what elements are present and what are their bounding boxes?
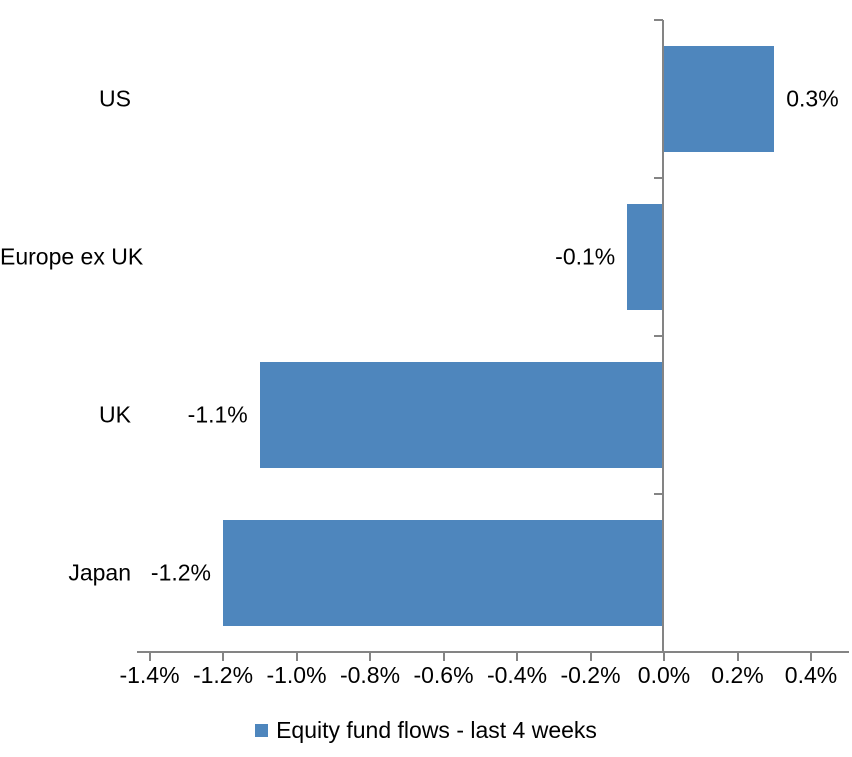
x-tick-label--1-2-: -1.2% xyxy=(192,662,254,688)
value-axis-tick xyxy=(369,651,371,661)
value-axis-tick xyxy=(222,651,224,661)
data-label-uk: -1.1% xyxy=(187,401,248,428)
bar-japan xyxy=(223,520,664,626)
legend-label: Equity fund flows - last 4 weeks xyxy=(276,717,597,743)
bar-europe-ex-uk xyxy=(627,204,664,310)
data-label-europe-ex-uk: -0.1% xyxy=(555,243,616,270)
category-axis-line xyxy=(662,20,664,652)
value-axis-tick xyxy=(516,651,518,661)
category-axis-tick xyxy=(654,177,663,179)
x-tick-label-0-4-: 0.4% xyxy=(784,662,838,688)
category-label-japan: Japan xyxy=(68,559,131,586)
legend-marker-icon xyxy=(255,724,269,737)
x-tick-label-0-2-: 0.2% xyxy=(711,662,764,688)
value-axis-tick xyxy=(589,651,592,661)
bar-uk xyxy=(259,362,664,468)
category-label-us: US xyxy=(99,85,131,112)
value-axis-tick xyxy=(148,651,151,661)
value-axis-tick xyxy=(736,651,739,661)
data-label-us: 0.3% xyxy=(786,85,839,112)
category-axis-tick xyxy=(654,19,663,21)
category-label-uk: UK xyxy=(99,401,131,428)
x-tick-label--1-4-: -1.4% xyxy=(119,662,180,688)
x-tick-label--0-6-: -0.6% xyxy=(413,662,474,688)
category-axis-tick xyxy=(654,335,663,337)
category-label-europe-ex-uk: Europe ex UK xyxy=(0,243,144,270)
x-tick-label--0-4-: -0.4% xyxy=(486,662,548,688)
value-axis-tick xyxy=(810,651,812,661)
value-axis-tick xyxy=(663,651,665,661)
category-axis-tick xyxy=(654,493,663,495)
x-tick-label--0-2-: -0.2% xyxy=(560,662,621,688)
x-tick-label-0-0-: 0.0% xyxy=(637,662,691,688)
data-label-japan: -1.2% xyxy=(150,559,211,586)
x-tick-label--1-0-: -1.0% xyxy=(266,662,327,688)
value-axis-tick xyxy=(295,651,298,661)
x-tick-label--0-8-: -0.8% xyxy=(339,662,401,688)
value-axis-line xyxy=(137,651,849,653)
bar-us xyxy=(664,46,775,152)
value-axis-tick xyxy=(442,651,445,661)
legend: Equity fund flows - last 4 weeks xyxy=(0,719,852,742)
